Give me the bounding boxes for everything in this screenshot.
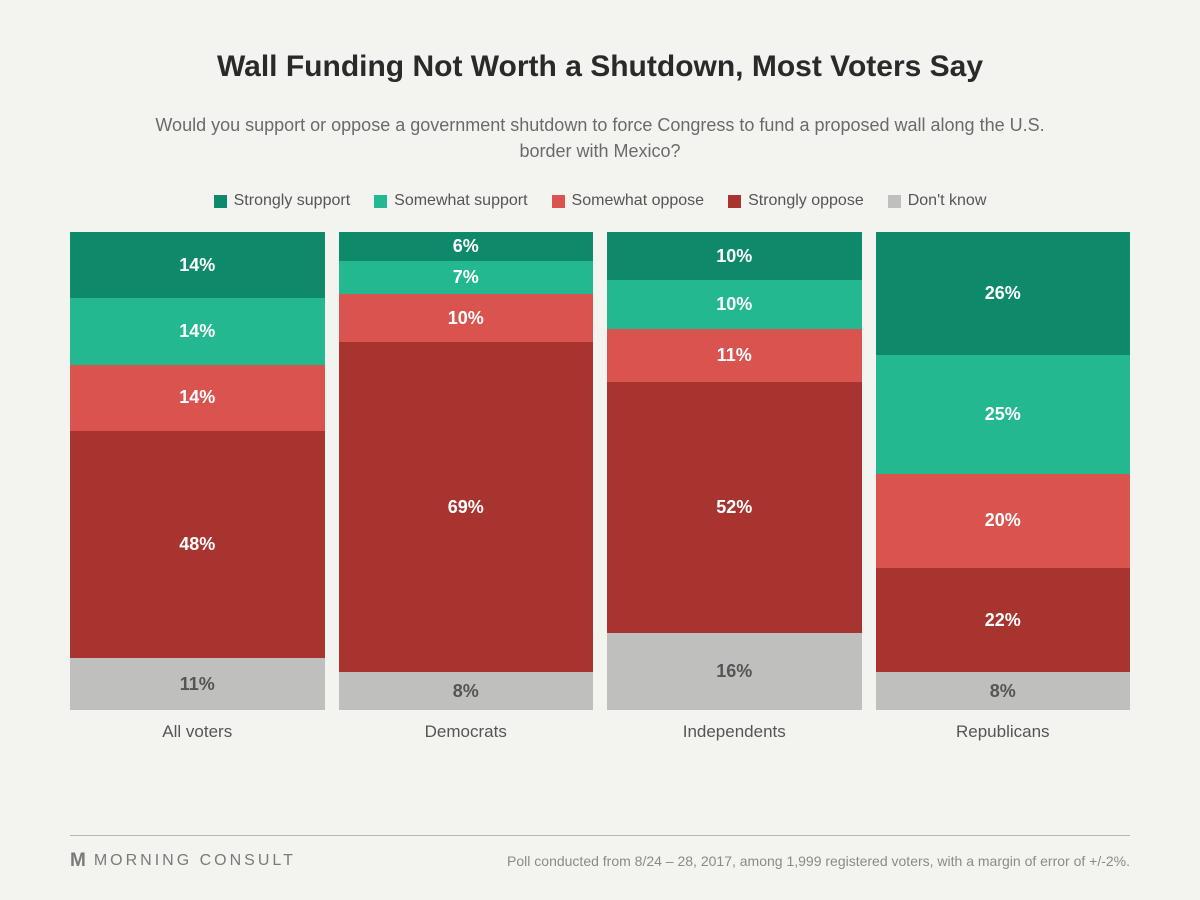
bar-segment: 8% — [876, 672, 1131, 710]
legend-label: Strongly support — [234, 192, 351, 210]
bar-segment: 11% — [70, 658, 325, 710]
bar-stack: 10%10%11%52%16% — [607, 232, 862, 710]
footer: M MORNING CONSULT Poll conducted from 8/… — [70, 835, 1130, 872]
category-label: All voters — [70, 710, 325, 742]
bar-column: 26%25%20%22%8%Republicans — [876, 232, 1131, 742]
chart-area: 14%14%14%48%11%All voters6%7%10%69%8%Dem… — [70, 232, 1130, 742]
bar-stack: 6%7%10%69%8% — [339, 232, 594, 710]
bar-stack: 14%14%14%48%11% — [70, 232, 325, 710]
legend-item: Strongly support — [214, 192, 351, 210]
legend-swatch — [214, 195, 227, 208]
bar-segment: 14% — [70, 365, 325, 431]
bar-segment: 25% — [876, 355, 1131, 473]
legend-item: Somewhat support — [374, 192, 527, 210]
bar-segment: 10% — [607, 280, 862, 328]
legend-swatch — [374, 195, 387, 208]
bar-segment: 69% — [339, 342, 594, 672]
bar-column: 14%14%14%48%11%All voters — [70, 232, 325, 742]
bar-segment: 10% — [607, 232, 862, 280]
legend-item: Somewhat oppose — [552, 192, 705, 210]
category-label: Democrats — [339, 710, 594, 742]
legend-label: Somewhat oppose — [572, 192, 705, 210]
bar-column: 6%7%10%69%8%Democrats — [339, 232, 594, 742]
bar-segment: 16% — [607, 633, 862, 710]
chart-subtitle: Would you support or oppose a government… — [140, 112, 1060, 164]
bar-segment: 20% — [876, 474, 1131, 569]
brand-text: MORNING CONSULT — [94, 852, 296, 870]
legend-label: Don't know — [908, 192, 987, 210]
bar-segment: 14% — [70, 232, 325, 298]
bar-segment: 52% — [607, 382, 862, 633]
category-label: Independents — [607, 710, 862, 742]
bar-segment: 22% — [876, 568, 1131, 672]
bar-segment: 7% — [339, 261, 594, 294]
bar-stack: 26%25%20%22%8% — [876, 232, 1131, 710]
legend-label: Somewhat support — [394, 192, 527, 210]
bar-segment: 48% — [70, 431, 325, 658]
legend-swatch — [728, 195, 741, 208]
bar-segment: 6% — [339, 232, 594, 261]
brand-icon: M — [70, 850, 86, 872]
legend-swatch — [888, 195, 901, 208]
bar-segment: 8% — [339, 672, 594, 710]
category-label: Republicans — [876, 710, 1131, 742]
chart-title: Wall Funding Not Worth a Shutdown, Most … — [70, 50, 1130, 84]
legend-swatch — [552, 195, 565, 208]
footnote: Poll conducted from 8/24 – 28, 2017, amo… — [507, 853, 1130, 869]
legend-item: Strongly oppose — [728, 192, 864, 210]
bar-segment: 26% — [876, 232, 1131, 355]
legend-label: Strongly oppose — [748, 192, 864, 210]
legend: Strongly support Somewhat support Somewhat… — [70, 192, 1130, 210]
legend-item: Don't know — [888, 192, 987, 210]
bar-segment: 10% — [339, 294, 594, 342]
brand-logo: M MORNING CONSULT — [70, 850, 296, 872]
bar-column: 10%10%11%52%16%Independents — [607, 232, 862, 742]
bar-segment: 14% — [70, 298, 325, 364]
bar-segment: 11% — [607, 329, 862, 382]
